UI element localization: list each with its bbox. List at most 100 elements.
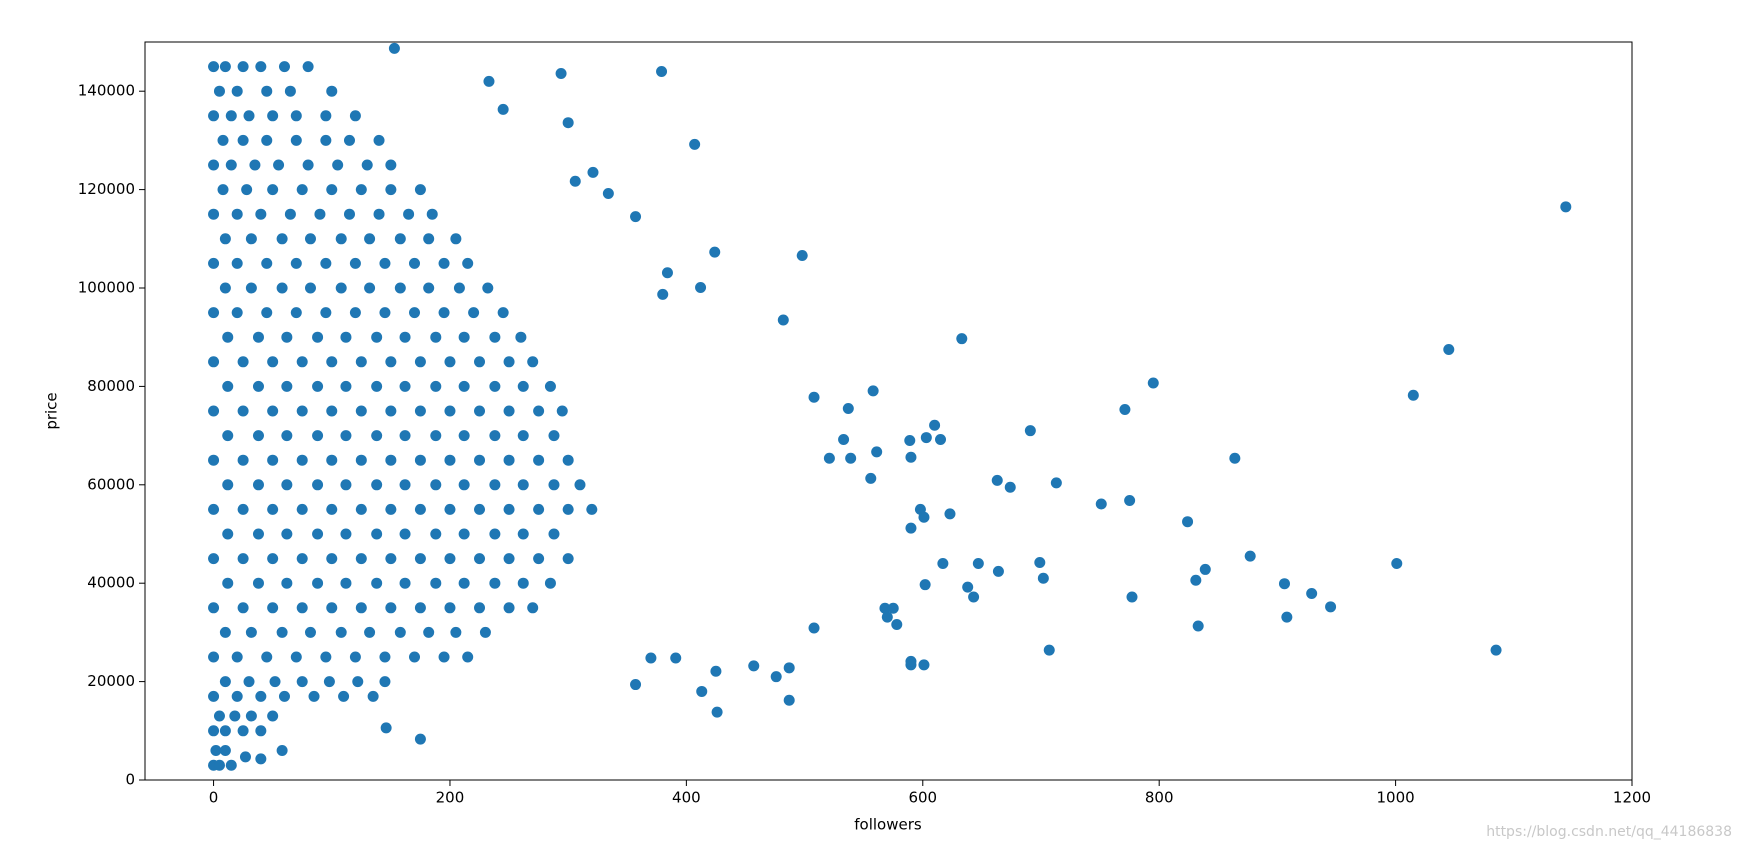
point [255,208,267,220]
point [796,250,808,262]
point [748,660,760,672]
point [208,159,220,171]
point [222,577,234,589]
point [352,676,364,688]
point [222,430,234,442]
point [335,282,347,294]
point [385,454,397,466]
point [656,66,668,78]
point [474,503,486,515]
point [783,694,795,706]
point [865,472,877,484]
point [438,307,450,319]
point [479,626,491,638]
point [237,503,249,515]
point [249,159,261,171]
point [371,380,383,392]
point [503,356,515,368]
point [918,659,930,671]
point [312,528,324,540]
point [1034,557,1046,569]
point [349,651,361,663]
point [489,479,501,491]
point [430,430,442,442]
point [237,61,249,73]
point [489,331,501,343]
point [497,103,509,115]
point [355,454,367,466]
point [296,405,308,417]
point [208,725,220,737]
x-tick-label: 1000 [1376,789,1414,807]
point [252,380,264,392]
point [783,662,795,674]
point [371,430,383,442]
point [426,208,438,220]
point [364,282,376,294]
point [503,602,515,614]
point [213,710,225,722]
point [527,602,539,614]
point [229,710,241,722]
point [891,619,903,631]
point [261,651,273,663]
x-tick-label: 400 [672,789,701,807]
point [355,503,367,515]
point [482,282,494,294]
point [326,553,338,565]
point [302,159,314,171]
point [450,233,462,245]
point [1124,495,1136,507]
point [489,528,501,540]
point [267,454,279,466]
point [574,479,586,491]
point [278,690,290,702]
point [385,184,397,196]
point [281,430,293,442]
point [562,503,574,515]
point [276,233,288,245]
point [944,508,956,520]
point [399,430,411,442]
point [1560,201,1572,213]
point [474,553,486,565]
point [245,282,257,294]
point [273,159,285,171]
point [474,405,486,417]
point [503,405,515,417]
point [423,626,435,638]
point [1004,481,1016,493]
plot-area [208,42,1572,771]
point [349,307,361,319]
point [1391,558,1403,570]
point [284,208,296,220]
point [385,405,397,417]
point [252,430,264,442]
point [243,676,255,688]
point [208,651,220,663]
point [438,651,450,663]
point [587,166,599,178]
point [1229,452,1241,464]
point [267,710,279,722]
point [296,676,308,688]
point [296,454,308,466]
point [326,503,338,515]
point [267,553,279,565]
point [237,553,249,565]
point [438,257,450,269]
point [219,725,231,737]
point [267,405,279,417]
point [458,479,470,491]
point [385,602,397,614]
point [423,282,435,294]
point [645,652,657,664]
point [842,403,854,415]
point [823,452,835,464]
point [548,479,560,491]
point [458,380,470,392]
point [414,356,426,368]
point [586,503,598,515]
point [326,405,338,417]
point [304,233,316,245]
